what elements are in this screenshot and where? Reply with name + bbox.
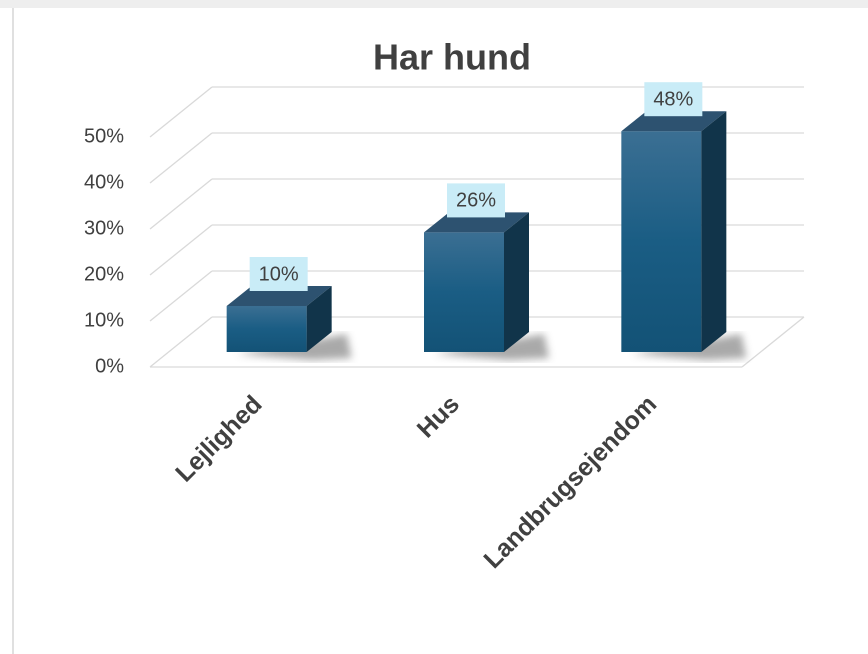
data-label: 10% (259, 263, 299, 285)
y-tick-label: 10% (84, 309, 124, 331)
side-grid-line (149, 270, 213, 322)
side-grid-line (149, 132, 213, 184)
y-tick-label: 20% (84, 263, 124, 285)
data-label: 26% (456, 190, 496, 212)
bar-side (701, 111, 727, 352)
bar-side (504, 212, 529, 352)
side-grid-line (149, 316, 213, 368)
data-label: 48% (653, 88, 693, 110)
y-tick-label: 30% (84, 217, 124, 239)
side-grid-line (149, 178, 213, 230)
y-tick-label: 0% (95, 355, 124, 377)
data-label-box (447, 183, 505, 218)
chart-title: Har hund (373, 37, 531, 78)
bar-front (226, 306, 307, 352)
left-edge (12, 8, 14, 654)
bar-side (306, 286, 332, 352)
side-grid-line (149, 224, 213, 276)
bar-front (424, 232, 504, 352)
bar-front (621, 131, 702, 352)
data-label-box (249, 257, 308, 291)
top-edge (0, 0, 868, 8)
y-tick-label: 50% (84, 125, 124, 147)
y-tick-label: 40% (84, 171, 124, 193)
data-label-box (644, 82, 703, 117)
floor-edge (741, 316, 805, 368)
side-grid-line (149, 86, 213, 138)
bar (621, 111, 747, 360)
